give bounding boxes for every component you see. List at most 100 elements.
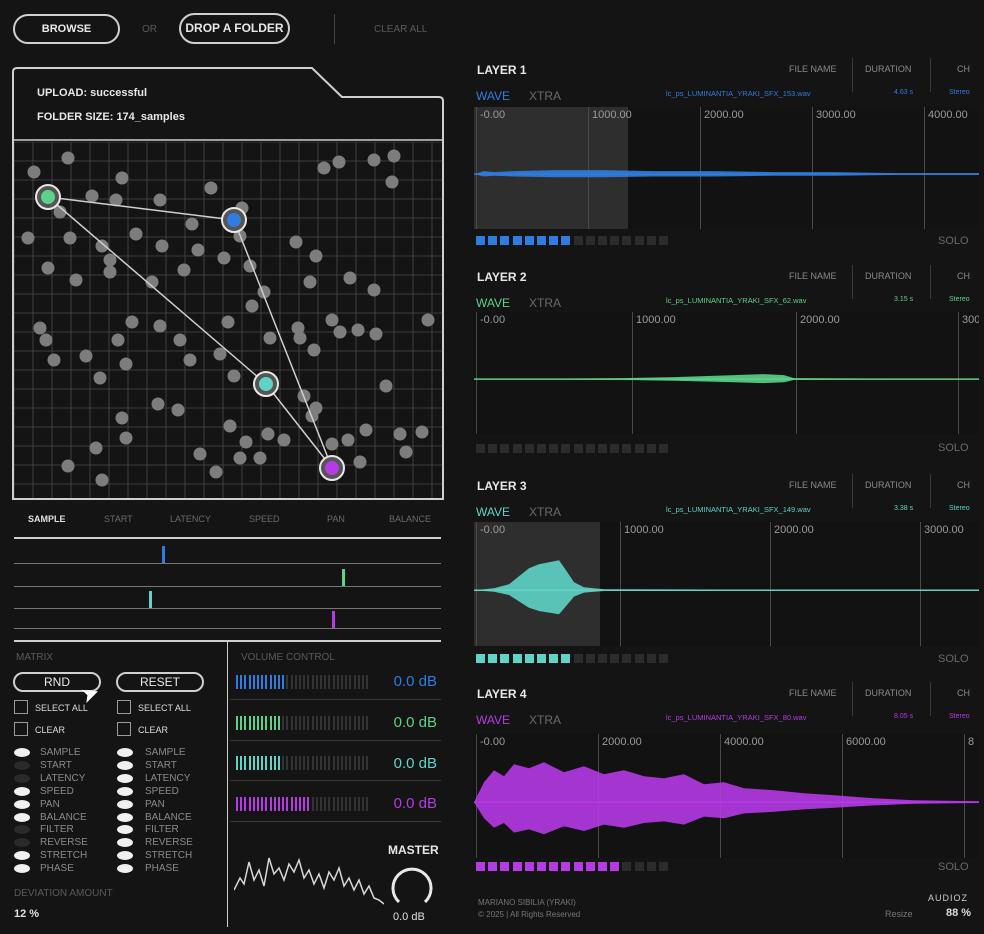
sample-dot[interactable] — [41, 261, 55, 275]
matrix-left-toggle-sample[interactable] — [14, 748, 30, 757]
xtra-tab[interactable]: XTRA — [529, 505, 562, 519]
clear-checkbox-right[interactable] — [117, 722, 131, 736]
step-button[interactable] — [524, 236, 534, 245]
sample-dot[interactable] — [27, 165, 41, 179]
matrix-right-toggle-pan[interactable] — [117, 799, 133, 809]
sample-dot[interactable] — [245, 299, 259, 313]
matrix-left-toggle-reverse[interactable] — [14, 838, 30, 848]
sample-dot[interactable] — [93, 371, 107, 385]
step-button[interactable] — [634, 654, 644, 663]
sample-dot[interactable] — [153, 319, 167, 333]
matrix-left-toggle-start[interactable] — [14, 760, 30, 770]
matrix-left-toggle-balance[interactable] — [14, 812, 30, 822]
sample-dot[interactable] — [387, 149, 401, 163]
sample-dot[interactable] — [33, 321, 47, 335]
step-button[interactable] — [524, 862, 534, 871]
clear-all-button[interactable]: CLEAR ALL — [374, 24, 428, 35]
step-button[interactable] — [500, 862, 510, 871]
step-button[interactable] — [500, 444, 510, 453]
matrix-right-toggle-phase[interactable] — [117, 864, 133, 874]
matrix-right-toggle-reverse[interactable] — [117, 838, 133, 848]
sample-dot[interactable] — [111, 333, 125, 347]
step-button[interactable] — [622, 236, 632, 245]
sample-dot[interactable] — [233, 451, 247, 465]
sample-slider-thumb-4[interactable] — [332, 611, 335, 628]
volume-value-2[interactable]: 0.0 dB — [393, 714, 437, 731]
sample-dot[interactable] — [85, 189, 99, 203]
step-button[interactable] — [549, 444, 559, 453]
sample-dot[interactable] — [359, 423, 373, 437]
sample-dot[interactable] — [63, 231, 77, 245]
sample-dot[interactable] — [277, 433, 291, 447]
sample-map-grid[interactable] — [14, 142, 442, 498]
sample-dot[interactable] — [332, 155, 346, 169]
sample-dot[interactable] — [61, 459, 75, 473]
xtra-tab[interactable]: XTRA — [529, 296, 562, 310]
matrix-right-toggle-latency[interactable] — [117, 773, 133, 783]
matrix-right-toggle-filter[interactable] — [117, 825, 133, 835]
sample-dot[interactable] — [307, 343, 321, 357]
sample-dot[interactable] — [223, 419, 237, 433]
param-sample[interactable]: SAMPLE — [28, 514, 66, 524]
step-button[interactable] — [598, 236, 607, 245]
step-button[interactable] — [524, 654, 534, 663]
sample-dot[interactable] — [213, 347, 227, 361]
sample-dot[interactable] — [155, 239, 169, 253]
step-button[interactable] — [561, 862, 571, 871]
step-button[interactable] — [573, 654, 583, 663]
step-button[interactable] — [476, 236, 485, 245]
step-button[interactable] — [585, 654, 595, 663]
sample-dot[interactable] — [95, 239, 109, 253]
sample-dot[interactable] — [393, 427, 407, 441]
sample-dot[interactable] — [193, 447, 207, 461]
deviation-value[interactable]: 12 % — [14, 908, 40, 920]
step-button[interactable] — [646, 444, 656, 453]
wave-tab[interactable]: WAVE — [476, 296, 511, 310]
sample-dot[interactable] — [183, 353, 197, 367]
step-button[interactable] — [561, 444, 571, 453]
master-knob[interactable] — [387, 860, 437, 910]
sample-dot[interactable] — [119, 357, 133, 371]
sample-dot[interactable] — [191, 243, 205, 257]
sample-dot[interactable] — [415, 425, 429, 439]
sample-dot[interactable] — [209, 465, 223, 479]
xtra-tab[interactable]: XTRA — [529, 713, 562, 727]
sample-dot[interactable] — [129, 227, 143, 241]
matrix-right-toggle-start[interactable] — [117, 760, 133, 770]
sample-dot[interactable] — [291, 321, 305, 335]
step-button[interactable] — [488, 236, 498, 245]
matrix-right-toggle-speed[interactable] — [117, 786, 133, 796]
step-button[interactable] — [549, 654, 559, 663]
sample-dot[interactable] — [125, 315, 139, 329]
rnd-button[interactable]: RND — [13, 672, 101, 692]
sample-dot[interactable] — [103, 253, 117, 267]
step-button[interactable] — [585, 236, 595, 245]
sample-dot[interactable] — [369, 327, 383, 341]
step-button[interactable] — [476, 444, 485, 453]
sample-dot[interactable] — [293, 331, 307, 345]
matrix-right-toggle-sample[interactable] — [117, 748, 133, 757]
sample-dot[interactable] — [61, 151, 75, 165]
sample-dot[interactable] — [177, 263, 191, 277]
sample-dot[interactable] — [21, 231, 35, 245]
resize-button[interactable]: Resize — [885, 909, 913, 919]
sample-slider-thumb-1[interactable] — [162, 546, 165, 563]
param-balance[interactable]: BALANCE — [389, 514, 432, 524]
step-button[interactable] — [476, 654, 485, 663]
step-button[interactable] — [512, 444, 522, 453]
sample-dot[interactable] — [253, 451, 267, 465]
sample-dot[interactable] — [263, 331, 277, 345]
waveform-display[interactable]: -0.00 1000.00 2000.00 300 — [474, 312, 979, 434]
sample-dot[interactable] — [367, 283, 381, 297]
step-button[interactable] — [476, 862, 485, 871]
sample-slider-thumb-3[interactable] — [149, 591, 152, 608]
sample-dot[interactable] — [399, 445, 413, 459]
sample-dot[interactable] — [151, 397, 165, 411]
step-button[interactable] — [646, 236, 656, 245]
step-button[interactable] — [622, 654, 632, 663]
sample-dot[interactable] — [239, 435, 253, 449]
matrix-right-toggle-balance[interactable] — [117, 812, 133, 822]
step-button[interactable] — [659, 862, 668, 871]
step-button[interactable] — [512, 654, 522, 663]
browse-button[interactable]: BROWSE — [13, 14, 120, 44]
